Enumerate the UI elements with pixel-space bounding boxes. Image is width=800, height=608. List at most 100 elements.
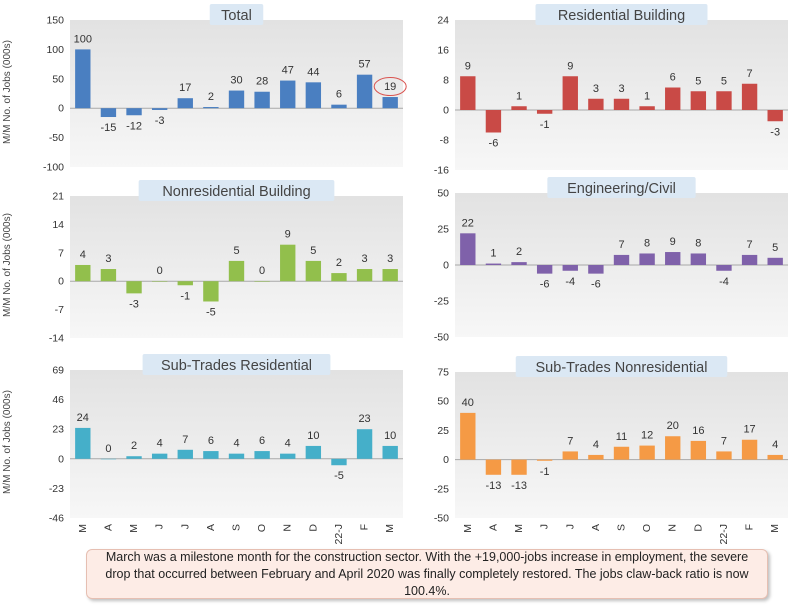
chart-title: Sub-Trades Nonresidential	[536, 360, 708, 376]
y-tick-label: -50	[49, 132, 64, 144]
data-label-sub-trades-residential-3: 4	[157, 438, 163, 450]
bar-sub-trades-nonresidential-9	[690, 440, 707, 460]
bar-sub-trades-residential-0	[75, 427, 91, 459]
data-label-engineering-civil-3: -6	[540, 279, 550, 291]
y-tick-label: 50	[437, 188, 449, 200]
data-label-sub-trades-residential-1: 0	[105, 443, 111, 455]
y-tick-label: 0	[443, 260, 449, 272]
data-label-nonresidential-building-2: -3	[129, 298, 139, 310]
y-tick-label: 0	[443, 454, 449, 466]
bar-sub-trades-nonresidential-4	[562, 451, 578, 460]
data-label-sub-trades-nonresidential-10: 7	[721, 435, 727, 447]
data-label-sub-trades-residential-8: 4	[285, 438, 291, 450]
x-tick-label: J	[154, 524, 166, 529]
bar-sub-trades-residential-8	[280, 453, 296, 459]
data-label-sub-trades-nonresidential-7: 12	[641, 430, 653, 442]
data-label-sub-trades-residential-9: 10	[307, 430, 319, 442]
y-tick-label: -14	[49, 333, 64, 345]
bar-nonresidential-building-6	[228, 260, 245, 282]
x-tick-label: N	[667, 524, 679, 532]
bar-sub-trades-residential-9	[305, 445, 322, 459]
bar-sub-trades-residential-12	[382, 445, 398, 459]
chart-title-box	[142, 354, 331, 375]
x-tick-label: N	[282, 524, 294, 532]
bar-sub-trades-residential-11	[356, 429, 373, 459]
data-label-sub-trades-residential-5: 6	[208, 435, 214, 447]
data-label-residential-building-3: -1	[540, 119, 550, 131]
plot-area	[455, 20, 788, 170]
bar-total-10	[331, 104, 347, 109]
data-label-engineering-civil-8: 9	[670, 236, 676, 248]
x-tick-label: D	[307, 524, 319, 532]
data-label-sub-trades-residential-10: -5	[334, 470, 344, 482]
data-label-residential-building-0: 9	[465, 60, 471, 72]
bar-nonresidential-building-11	[356, 269, 373, 282]
bar-nonresidential-building-1	[100, 269, 117, 282]
x-tick-label: A	[102, 524, 114, 531]
bar-sub-trades-residential-1	[100, 458, 117, 460]
data-label-engineering-civil-4: -4	[565, 276, 575, 288]
bar-total-8	[280, 80, 296, 109]
bar-residential-building-11	[741, 83, 758, 110]
data-label-nonresidential-building-1: 3	[105, 253, 111, 265]
data-label-nonresidential-building-11: 3	[362, 253, 368, 265]
data-label-sub-trades-nonresidential-6: 11	[616, 431, 627, 443]
data-label-sub-trades-nonresidential-4: 7	[567, 435, 573, 447]
y-tick-label: 25	[437, 425, 449, 437]
bar-sub-trades-nonresidential-3	[536, 459, 553, 461]
bar-total-0	[75, 49, 91, 109]
bar-nonresidential-building-4	[177, 281, 193, 286]
bar-engineering-civil-10	[716, 265, 732, 271]
bar-nonresidential-building-0	[75, 264, 91, 282]
chart-engineering-civil: -50 -25 0 25 50 22 1 2 -6 -4 -6 7 8 9 8 -4 7 5 Engineering…	[434, 177, 788, 344]
x-tick-label: M	[462, 524, 474, 533]
chart-title: Engineering/Civil	[567, 181, 676, 197]
data-label-total-1: -15	[100, 122, 116, 134]
y-axis-label-row-2: M/M No. of Jobs (000s)	[2, 213, 13, 317]
y-axis-label-row-1: M/M No. of Jobs (000s)	[2, 40, 13, 144]
y-tick-label: -25	[434, 296, 449, 308]
data-label-engineering-civil-12: 5	[772, 242, 778, 254]
y-tick-label: 8	[443, 75, 449, 87]
bar-sub-trades-residential-2	[126, 456, 142, 459]
data-label-sub-trades-nonresidential-1: -13	[485, 480, 501, 492]
data-label-sub-trades-residential-11: 23	[358, 413, 370, 425]
y-tick-label: 16	[437, 45, 449, 57]
bar-sub-trades-residential-5	[203, 451, 219, 459]
x-tick-label: A	[590, 524, 602, 531]
y-tick-label: 150	[46, 15, 64, 27]
data-label-sub-trades-residential-7: 6	[259, 435, 265, 447]
chart-title: Nonresidential Building	[162, 184, 310, 200]
data-label-residential-building-11: 7	[747, 68, 753, 80]
y-tick-label: -25	[434, 483, 449, 495]
bar-residential-building-4	[562, 76, 578, 110]
bar-nonresidential-building-8	[280, 244, 296, 282]
bar-residential-building-1	[485, 110, 502, 133]
bar-sub-trades-residential-3	[151, 453, 168, 459]
bar-engineering-civil-8	[665, 252, 681, 265]
bar-engineering-civil-6	[613, 254, 630, 265]
bar-engineering-civil-5	[588, 265, 604, 274]
bar-residential-building-12	[767, 110, 783, 122]
y-tick-label: 69	[52, 365, 64, 377]
y-tick-label: 0	[58, 103, 64, 115]
chart-total: -100 -50 0 50 100 150 100 -15 -12 -3 17 2 30 28 47 44 6 5…	[43, 4, 407, 174]
bar-sub-trades-residential-10	[331, 458, 347, 466]
data-label-engineering-civil-2: 2	[516, 246, 522, 258]
data-label-sub-trades-nonresidential-12: 4	[772, 439, 778, 451]
bar-residential-building-9	[690, 91, 707, 110]
x-tick-label: S	[231, 524, 243, 531]
bar-total-9	[305, 82, 322, 109]
data-label-residential-building-9: 5	[695, 75, 701, 87]
bar-nonresidential-building-2	[126, 281, 142, 294]
data-label-engineering-civil-6: 7	[618, 239, 624, 251]
y-tick-label: 7	[58, 247, 64, 259]
data-label-nonresidential-building-8: 9	[285, 229, 291, 241]
data-label-residential-building-7: 1	[644, 90, 650, 102]
data-label-engineering-civil-9: 8	[695, 237, 701, 249]
chart-title-box	[515, 356, 728, 377]
y-tick-label: 50	[437, 396, 449, 408]
data-label-total-7: 28	[256, 76, 268, 88]
data-label-engineering-civil-5: -6	[591, 279, 601, 291]
